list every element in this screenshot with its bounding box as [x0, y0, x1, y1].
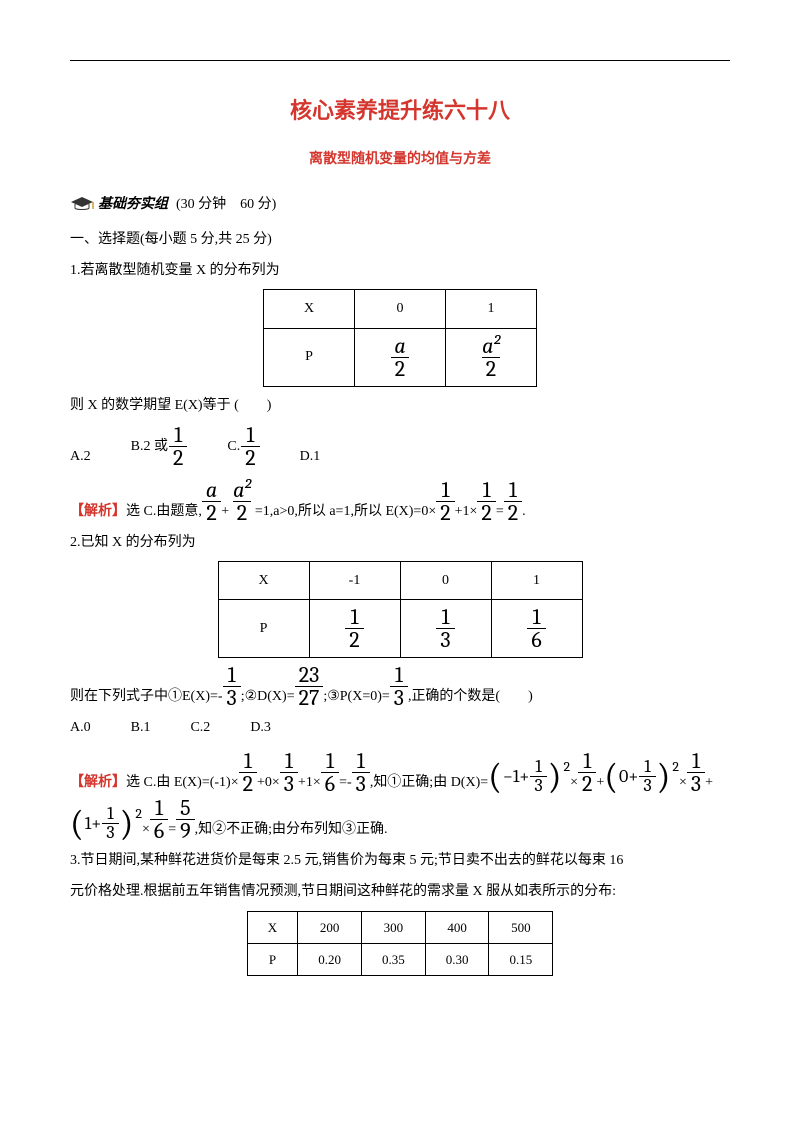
q1-choices: A.2 B.2 或12 C.12 D.1 [70, 424, 730, 469]
q1-post: 则 X 的数学期望 E(X)等于 ( ) [70, 393, 730, 418]
q3-th-2: 300 [361, 911, 425, 943]
top-divider [70, 60, 730, 61]
q2-post: 则在下列式子中①E(X)=- 13 ;②D(X)= 2327 ;③P(X=0)=… [70, 664, 730, 709]
q2-th-1: -1 [309, 561, 400, 599]
q2-cell-1: 13 [400, 600, 491, 658]
q2-analysis: 【解析】 选 C.由 E(X)=(-1)× 12 +0× 13 +1× 16 =… [70, 750, 730, 842]
q1-analysis: 【解析】 选 C.由题意, a2+ a²2 =1,a>0,所以 a=1,所以 E… [70, 479, 730, 524]
practice-time: (30 分钟 60 分) [176, 192, 276, 217]
practice-label: 基础夯实组 [98, 192, 168, 217]
q3-p-2: 0.35 [361, 944, 425, 976]
q2-cell-2: 16 [491, 600, 582, 658]
section-heading: 一、选择题(每小题 5 分,共 25 分) [70, 227, 730, 252]
q3-line1: 3.节日期间,某种鲜花进货价是每束 2.5 元,销售价为每束 5 元;节日卖不出… [70, 848, 730, 873]
q1-choice-a: A.2 [70, 444, 91, 469]
q2-th-2: 0 [400, 561, 491, 599]
q2-choices: A.0 B.1 C.2 D.3 [70, 715, 730, 740]
q1-th-1: 1 [446, 290, 537, 328]
analysis-label: 【解析】 [70, 499, 126, 524]
q3-p-1: 0.20 [298, 944, 362, 976]
q1-cell-0: a2 [355, 328, 446, 386]
page-title: 核心素养提升练六十八 [70, 91, 730, 131]
q1-th-0: 0 [355, 290, 446, 328]
graduation-cap-icon [70, 195, 94, 213]
q2-th-x: X [218, 561, 309, 599]
q3-th-1: 200 [298, 911, 362, 943]
q3-th-4: 500 [489, 911, 553, 943]
q2-choice-a: A.0 [70, 715, 91, 740]
q2-stem: 2.已知 X 的分布列为 [70, 530, 730, 555]
q3-table: X 200 300 400 500 P 0.20 0.35 0.30 0.15 [247, 911, 553, 977]
q3-p-4: 0.15 [489, 944, 553, 976]
q3-p-3: 0.30 [425, 944, 489, 976]
q2-choice-d: D.3 [250, 715, 271, 740]
q2-row-label: P [218, 600, 309, 658]
q1-table: X 0 1 P a2 a²2 [263, 289, 537, 386]
q1-cell-1: a²2 [446, 328, 537, 386]
q2-choice-b: B.1 [131, 715, 151, 740]
q1-row-label: P [264, 328, 355, 386]
analysis-label: 【解析】 [70, 770, 126, 795]
q2-th-3: 1 [491, 561, 582, 599]
q1-stem: 1.若离散型随机变量 X 的分布列为 [70, 258, 730, 283]
q3-th-3: 400 [425, 911, 489, 943]
practice-group-row: 基础夯实组 (30 分钟 60 分) [70, 192, 730, 217]
q2-cell-0: 12 [309, 600, 400, 658]
q1-choice-d: D.1 [300, 444, 321, 469]
q1-th-x: X [264, 290, 355, 328]
q1-choice-c: C.12 [227, 424, 259, 469]
q1-choice-b: B.2 或12 [131, 424, 188, 469]
q2-choice-c: C.2 [190, 715, 210, 740]
q3-row-p: P [247, 944, 297, 976]
q3-th-x: X [247, 911, 297, 943]
q2-table: X -1 0 1 P 12 13 16 [218, 561, 583, 658]
page-subtitle: 离散型随机变量的均值与方差 [70, 147, 730, 172]
q3-line2: 元价格处理.根据前五年销售情况预测,节日期间这种鲜花的需求量 X 服从如表所示的… [70, 879, 730, 904]
